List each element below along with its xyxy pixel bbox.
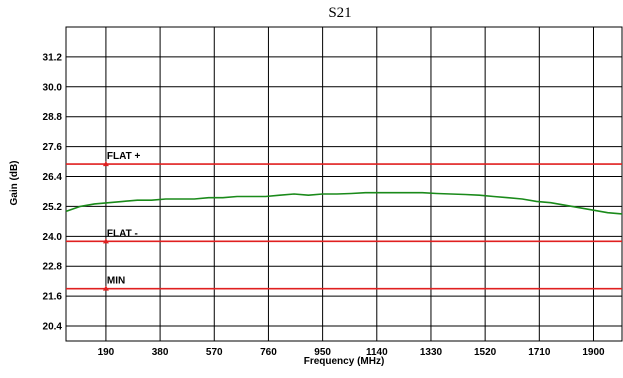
y-tick-label: 28.8 bbox=[43, 112, 63, 123]
y-tick-label: 22.8 bbox=[43, 262, 63, 273]
y-tick-label: 20.4 bbox=[43, 322, 63, 333]
x-tick-label: 1900 bbox=[582, 347, 605, 358]
series-line bbox=[65, 191, 623, 215]
y-axis-label: Gain (dB) bbox=[9, 161, 20, 206]
reference-label: FLAT - bbox=[107, 228, 138, 239]
chart-title: S21 bbox=[328, 5, 351, 21]
x-tick-label: 950 bbox=[314, 347, 331, 358]
plot-area bbox=[66, 27, 622, 341]
reference-label: MIN bbox=[107, 276, 125, 287]
reference-marker bbox=[102, 161, 109, 167]
x-tick-label: 380 bbox=[152, 347, 169, 358]
reference-marker bbox=[102, 238, 109, 244]
reference-marker bbox=[102, 285, 109, 291]
x-axis-label: Frequency (MHz) bbox=[304, 356, 385, 367]
y-tick-label: 31.2 bbox=[43, 52, 63, 63]
x-tick-label: 190 bbox=[98, 347, 115, 358]
reference-label: FLAT + bbox=[107, 151, 141, 162]
y-tick-label: 26.4 bbox=[43, 172, 63, 183]
x-tick-label: 760 bbox=[260, 347, 277, 358]
x-tick-label: 1140 bbox=[366, 347, 388, 358]
x-tick-label: 1330 bbox=[420, 347, 443, 358]
x-tick-label: 1710 bbox=[528, 347, 551, 358]
y-tick-label: 27.6 bbox=[43, 142, 63, 153]
y-tick-label: 30.0 bbox=[43, 82, 63, 93]
plot-frame bbox=[65, 26, 623, 342]
y-tick-label: 21.6 bbox=[43, 292, 63, 303]
x-tick-label: 1520 bbox=[474, 347, 497, 358]
x-tick-label: 570 bbox=[206, 347, 223, 358]
y-tick-label: 24.0 bbox=[43, 232, 63, 243]
y-tick-label: 25.2 bbox=[43, 202, 63, 213]
